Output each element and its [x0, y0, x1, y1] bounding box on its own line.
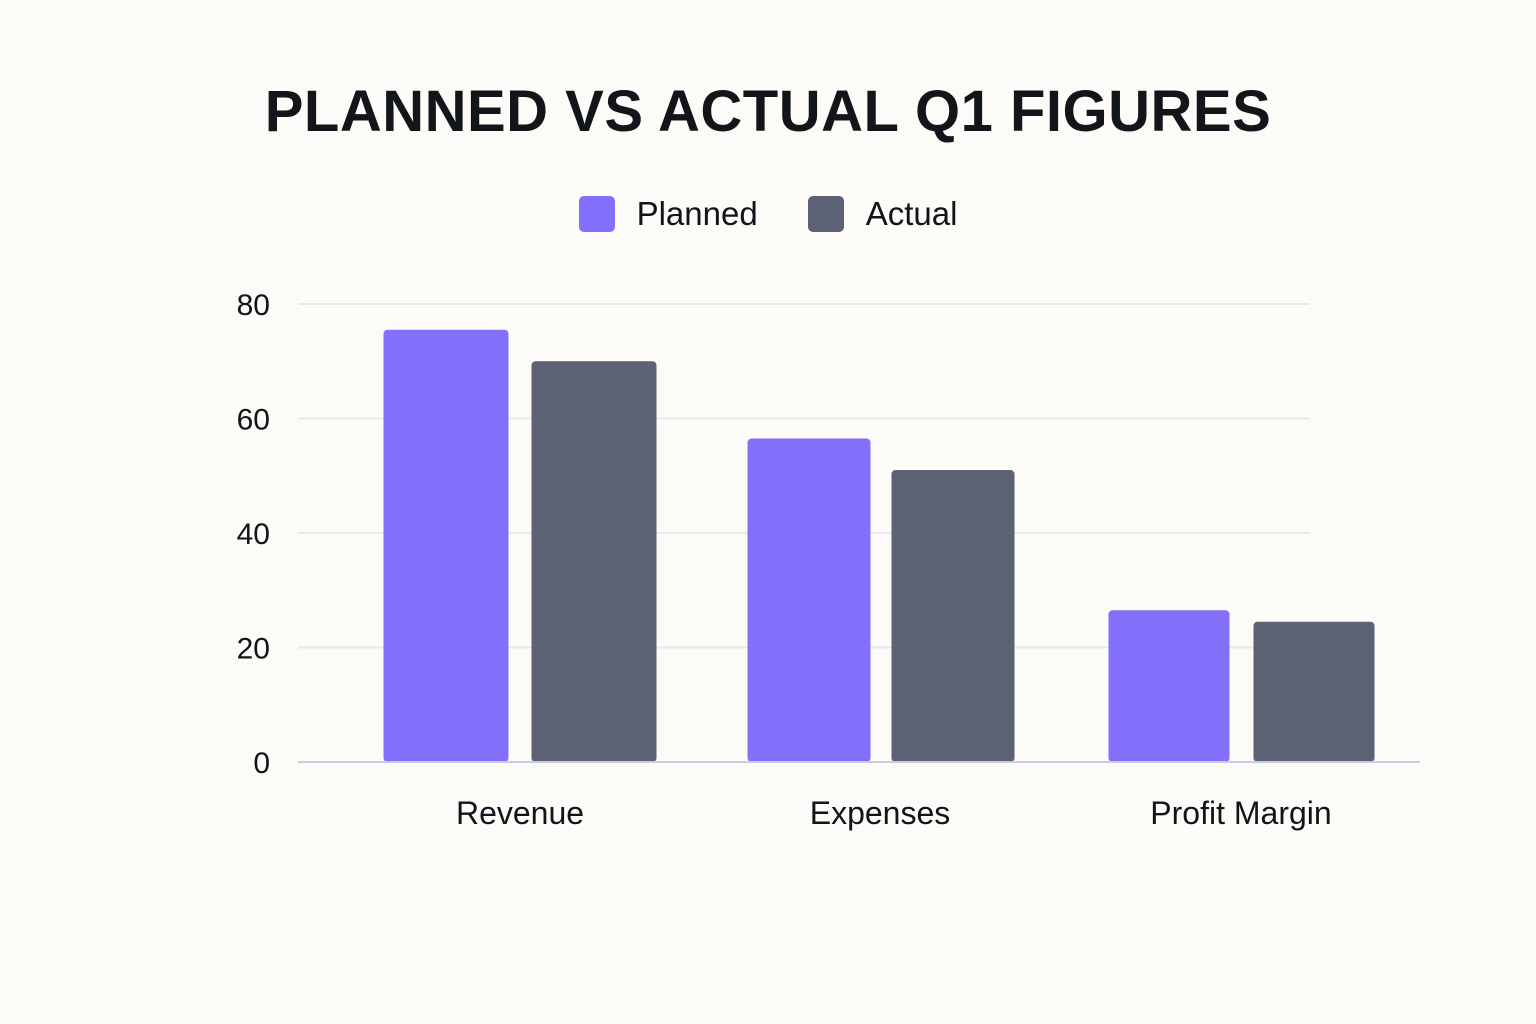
legend-label-actual: Actual [865, 195, 958, 232]
bar-actual-revenue [531, 361, 657, 762]
legend: Planned Actual [0, 195, 1536, 233]
y-tick-label: 60 [237, 404, 270, 437]
bar-actual-profit-margin [1253, 621, 1375, 762]
chart-title: PLANNED VS ACTUAL Q1 FIGURES [264, 79, 1272, 144]
y-tick-label: 0 [253, 747, 270, 780]
bar-planned-revenue [383, 329, 509, 762]
legend-swatch-planned [578, 196, 615, 232]
bar-planned-expenses [747, 438, 871, 762]
y-tick-label: 20 [237, 633, 270, 666]
bar-actual-expenses [891, 470, 1015, 762]
x-category-label: Expenses [810, 795, 951, 831]
x-category-label: Revenue [456, 795, 584, 831]
bar-planned-profit-margin [1108, 610, 1230, 762]
legend-label-planned: Planned [636, 195, 758, 232]
legend-swatch-actual [807, 196, 844, 232]
x-category-label: Profit Margin [1150, 795, 1331, 831]
y-tick-label: 80 [237, 289, 270, 322]
y-tick-label: 40 [237, 518, 270, 551]
legend-item-actual: Actual [807, 195, 958, 233]
legend-item-planned: Planned [578, 195, 758, 233]
